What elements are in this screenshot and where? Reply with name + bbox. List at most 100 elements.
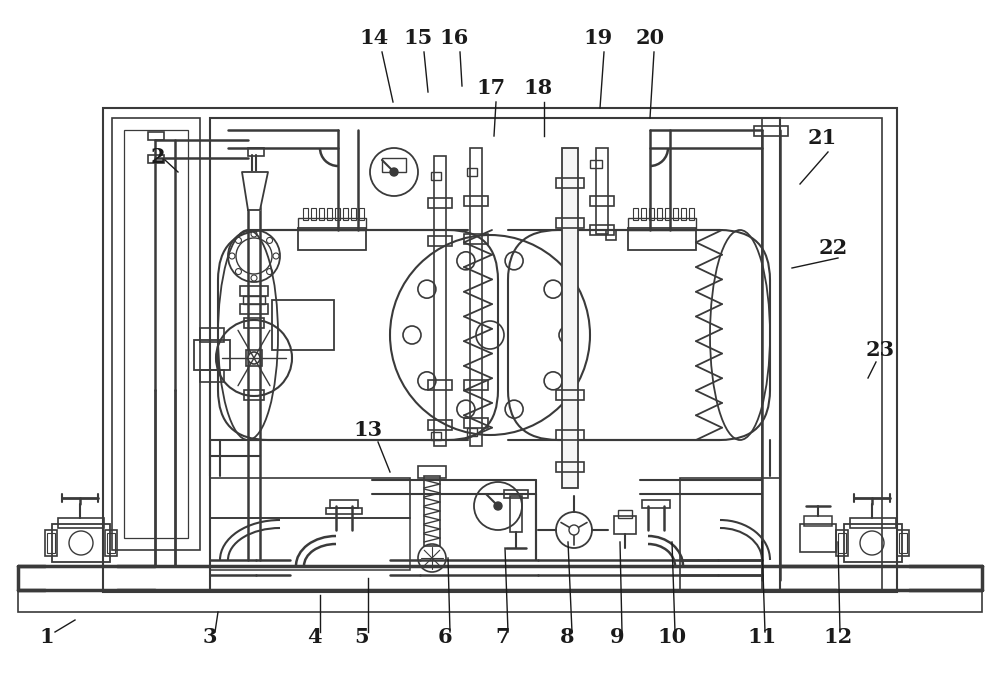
Bar (428, 236, 452, 246)
Bar (657, 208, 662, 220)
Bar (327, 208, 332, 220)
Bar (804, 516, 832, 526)
Bar (105, 530, 117, 556)
Bar (45, 530, 57, 556)
Text: 20: 20 (635, 28, 665, 48)
Text: 18: 18 (523, 78, 553, 98)
Bar (210, 118, 780, 590)
Bar (508, 230, 718, 440)
Bar (330, 500, 358, 508)
Bar (844, 524, 902, 562)
Bar (596, 148, 608, 234)
Bar (464, 196, 488, 206)
Bar (359, 208, 364, 220)
Text: 19: 19 (583, 28, 613, 48)
Bar (590, 225, 614, 235)
Text: 8: 8 (560, 627, 574, 647)
Bar (58, 518, 104, 528)
Bar (112, 118, 200, 550)
Bar (326, 508, 362, 514)
Bar (504, 490, 528, 498)
Text: 11: 11 (747, 627, 777, 647)
Circle shape (569, 525, 579, 535)
Bar (298, 218, 366, 230)
Bar (246, 350, 262, 366)
Bar (194, 340, 230, 370)
Bar (243, 296, 265, 304)
Bar (148, 132, 164, 140)
Bar (628, 228, 696, 250)
Bar (335, 208, 340, 220)
Bar (418, 466, 446, 478)
Bar (556, 430, 584, 440)
Bar (467, 168, 477, 176)
Bar (590, 160, 602, 168)
Bar (434, 156, 446, 446)
Bar (18, 590, 982, 612)
Bar (382, 158, 406, 172)
Bar (606, 230, 616, 240)
Bar (244, 390, 264, 400)
Text: 13: 13 (353, 420, 383, 440)
Circle shape (494, 502, 502, 510)
Bar (240, 304, 268, 314)
Bar (303, 208, 308, 220)
Text: 1: 1 (40, 627, 54, 647)
Bar (618, 510, 632, 518)
Text: 21: 21 (807, 128, 837, 148)
Bar (897, 530, 909, 556)
Text: 7: 7 (496, 627, 510, 647)
Text: 14: 14 (359, 28, 389, 48)
Bar (424, 476, 440, 546)
Bar (107, 533, 115, 553)
Bar (556, 178, 584, 188)
Bar (673, 208, 678, 220)
Bar (470, 148, 482, 446)
Bar (510, 496, 522, 532)
Polygon shape (242, 172, 268, 210)
Bar (467, 428, 477, 436)
Circle shape (390, 168, 398, 176)
Text: 12: 12 (823, 627, 853, 647)
Text: 3: 3 (203, 627, 217, 647)
Bar (838, 533, 846, 553)
Bar (200, 328, 224, 342)
Bar (311, 208, 316, 220)
Bar (556, 462, 584, 472)
Bar (680, 478, 780, 590)
Bar (562, 148, 578, 488)
Text: 2: 2 (151, 147, 165, 167)
Bar (641, 208, 646, 220)
Text: 15: 15 (403, 28, 433, 48)
Bar (248, 230, 468, 440)
Bar (689, 208, 694, 220)
Bar (200, 370, 224, 382)
Text: 17: 17 (476, 78, 506, 98)
Text: 22: 22 (818, 238, 848, 258)
Bar (431, 172, 441, 180)
Bar (899, 533, 907, 553)
Text: 10: 10 (657, 627, 687, 647)
Bar (665, 208, 670, 220)
Bar (681, 208, 686, 220)
Circle shape (248, 352, 260, 364)
Text: 23: 23 (865, 340, 895, 360)
Bar (633, 208, 638, 220)
Bar (428, 198, 452, 208)
Bar (614, 516, 636, 534)
Bar (800, 524, 836, 552)
Bar (319, 208, 324, 220)
Bar (248, 148, 264, 156)
Bar (464, 380, 488, 390)
Bar (464, 234, 488, 244)
Bar (343, 208, 348, 220)
Text: 6: 6 (438, 627, 452, 647)
Bar (428, 380, 452, 390)
Bar (850, 518, 896, 528)
Bar (431, 432, 441, 440)
Bar (628, 218, 696, 230)
Bar (762, 118, 882, 590)
Bar (464, 418, 488, 428)
Bar (124, 130, 188, 538)
Bar (148, 155, 164, 163)
